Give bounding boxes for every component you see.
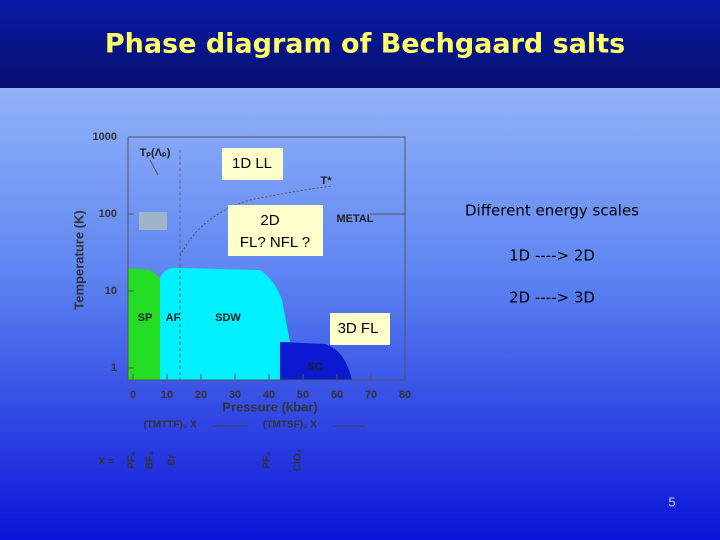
region-label: SP [138,312,153,324]
y-axis-label: Temperature (K) [71,210,86,309]
title: Phase diagram of Bechgaard salts [105,29,625,60]
region-sp [128,268,160,380]
x-tick-label: 50 [297,389,309,401]
text-box [330,313,390,345]
anion-label: ClO₄ [293,448,304,471]
plot-frame [127,136,406,381]
note: 1D ----> 2D [509,247,595,265]
box-text: 2D [260,212,279,229]
anion-label: Br [167,454,178,465]
box-text: 1D LL [232,155,272,172]
anion-label: BF₄ [145,451,156,469]
compound-label: (TMTTF)₂ X [143,420,197,431]
y-tick-label: 10 [105,285,117,297]
region-label: SDW [215,312,241,324]
anion-prefix: X = [98,457,113,468]
curve-label: T* [321,175,333,187]
region-label: SC [307,361,322,373]
patch [139,212,167,230]
curve-label: Tₚ(Λₚ) [140,147,171,159]
anion-label: PF₆ [127,451,138,468]
box-text: FL? NFL ? [240,234,310,251]
x-tick-label: 0 [130,389,136,401]
y-tick-label: 100 [99,208,117,220]
region-sdw [160,267,290,380]
header-bar [0,0,720,88]
x-tick-label: 10 [161,389,173,401]
crossover-curve [179,185,333,257]
x-tick-label: 30 [229,389,241,401]
anion-label: PF₆ [262,451,273,468]
text-box [228,205,323,256]
note: Different energy scales [465,202,639,220]
text-box [222,148,283,180]
y-tick-label: 1 [111,362,117,374]
compound-label: (TMTSF)₂ X [263,420,317,431]
arrow [149,159,159,176]
page-number: 5 [668,494,675,509]
y-tick-label: 1000 [93,131,117,143]
x-tick-label: 40 [263,389,275,401]
note: 2D ----> 3D [509,289,595,307]
x-tick-label: 70 [365,389,377,401]
x-tick-label: 80 [399,389,411,401]
region-label: AF [166,312,181,324]
x-axis-label: Pressure (kbar) [222,399,317,414]
x-tick-label: 20 [195,389,207,401]
region-label: METAL [336,213,373,225]
x-tick-label: 60 [331,389,343,401]
region-sc [280,342,352,380]
box-text: 3D FL [338,320,379,337]
